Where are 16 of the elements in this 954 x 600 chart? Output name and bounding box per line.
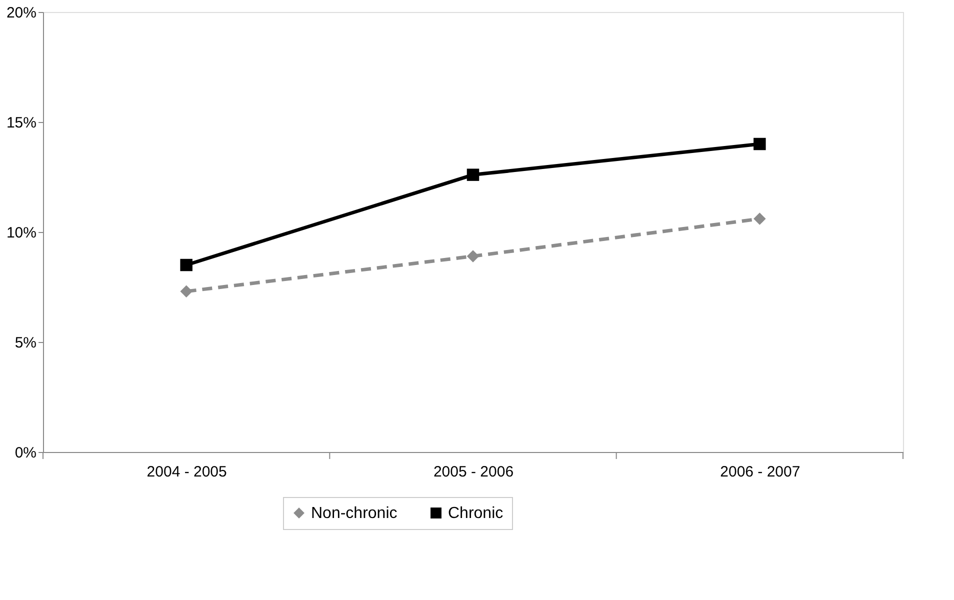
legend-label: Chronic: [448, 505, 504, 522]
y-tick-label: 20%: [6, 4, 36, 22]
legend-label: Non-chronic: [311, 505, 398, 522]
y-tick-label: 5%: [14, 334, 36, 352]
y-tick-label: 0%: [14, 444, 36, 462]
x-tick-label: 2006 - 2007: [720, 464, 800, 480]
y-tick-label: 15%: [6, 114, 36, 132]
x-tick-label: 2004 - 2005: [146, 464, 227, 480]
point: [466, 168, 480, 181]
point: [180, 285, 192, 298]
y-tick-label: 10%: [6, 224, 36, 242]
point: [466, 250, 480, 262]
point: [180, 258, 192, 272]
point: [754, 212, 766, 225]
x-tick-label: 2005 - 2006: [433, 464, 514, 480]
point: [754, 138, 766, 150]
